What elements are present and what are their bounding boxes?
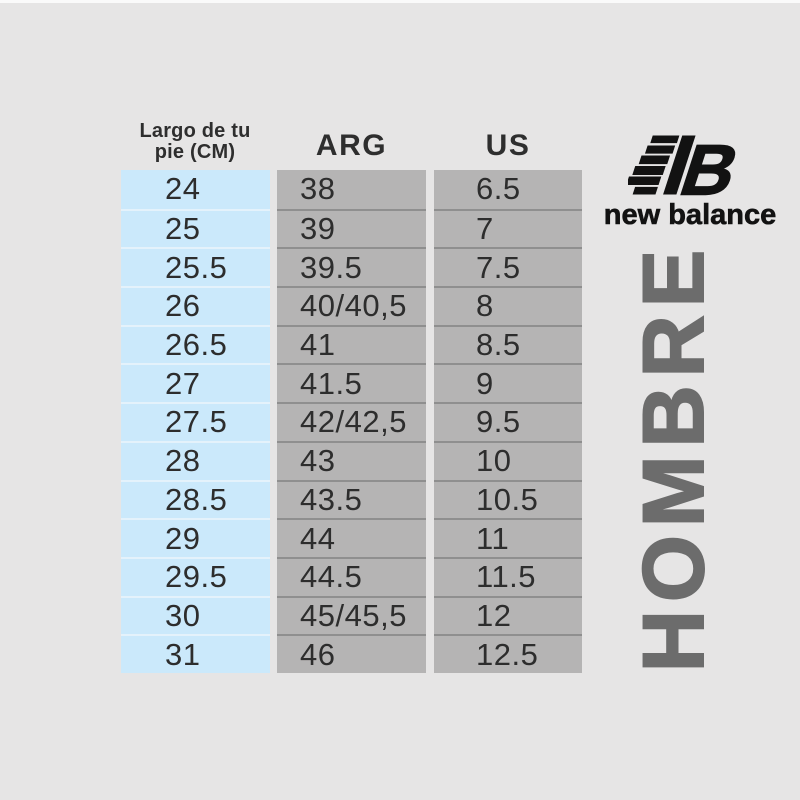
us-cell: 11 <box>434 518 582 557</box>
us-cell: 9 <box>434 363 582 402</box>
cm-cell: 29 <box>121 518 270 557</box>
cm-header-line1: Largo de tu <box>139 120 251 142</box>
us-cell: 7.5 <box>434 247 582 286</box>
arg-cell: 40/40,5 <box>277 286 426 325</box>
cm-cell: 24 <box>165 171 201 207</box>
cm-cell: 26 <box>121 286 270 325</box>
cm-cell: 31 <box>121 634 270 673</box>
cm-cell: 28.5 <box>121 479 270 519</box>
gender-label-vertical: HOMBRE <box>625 241 723 673</box>
top-edge-line <box>0 0 800 3</box>
us-cell: 11.5 <box>434 556 582 596</box>
cm-header-line2: pie (CM) <box>154 141 236 163</box>
us-cell: 7 <box>434 208 582 248</box>
us-cell: 8.5 <box>434 324 582 364</box>
cm-cell: 27.5 <box>121 402 270 441</box>
us-cell: 10.5 <box>434 479 582 519</box>
arg-cell: 46 <box>277 634 426 673</box>
arg-cell: 44.5 <box>277 556 426 596</box>
us-cell: 6.5 <box>476 171 521 207</box>
cm-cell: 27 <box>121 363 270 402</box>
cm-cell: 26.5 <box>121 324 270 364</box>
arg-cell: 41 <box>277 324 426 364</box>
us-cell: 8 <box>434 286 582 325</box>
cm-cell: 25 <box>121 208 270 248</box>
cm-cell: 30 <box>121 595 270 635</box>
cm-cell: 25.5 <box>121 247 270 286</box>
arg-cell: 42/42,5 <box>277 402 426 441</box>
arg-cell: 38 <box>300 171 336 207</box>
cm-column: 24 25 25.5 26 26.5 27 27.5 28 28.5 29 29.5 30 31 <box>121 170 270 673</box>
new-balance-logo-icon: B <box>628 134 746 198</box>
arg-cell: 43 <box>277 440 426 480</box>
brand-wordmark: new balance <box>603 199 777 231</box>
arg-header: ARG <box>315 129 388 162</box>
cm-cell: 28 <box>121 440 270 480</box>
us-cell: 10 <box>434 440 582 480</box>
us-header: US <box>485 129 531 162</box>
arg-cell: 45/45,5 <box>277 595 426 635</box>
arg-column: 38 39 39.5 40/40,5 41 41.5 42/42,5 43 43.5 44 44.5… <box>277 170 426 673</box>
arg-cell: 39.5 <box>277 247 426 286</box>
arg-cell: 43.5 <box>277 479 426 519</box>
arg-cell: 41.5 <box>277 363 426 402</box>
arg-cell: 39 <box>277 208 426 248</box>
arg-cell: 44 <box>277 518 426 557</box>
us-cell: 12 <box>434 595 582 635</box>
cm-header: Largo de tu pie (CM) <box>119 121 271 163</box>
us-cell: 9.5 <box>434 402 582 441</box>
cm-cell: 29.5 <box>121 556 270 596</box>
us-column: 6.5 7 7.5 8 8.5 9 9.5 10 10.5 11 11.5 12 12.5 <box>434 170 582 673</box>
us-cell: 12.5 <box>434 634 582 673</box>
